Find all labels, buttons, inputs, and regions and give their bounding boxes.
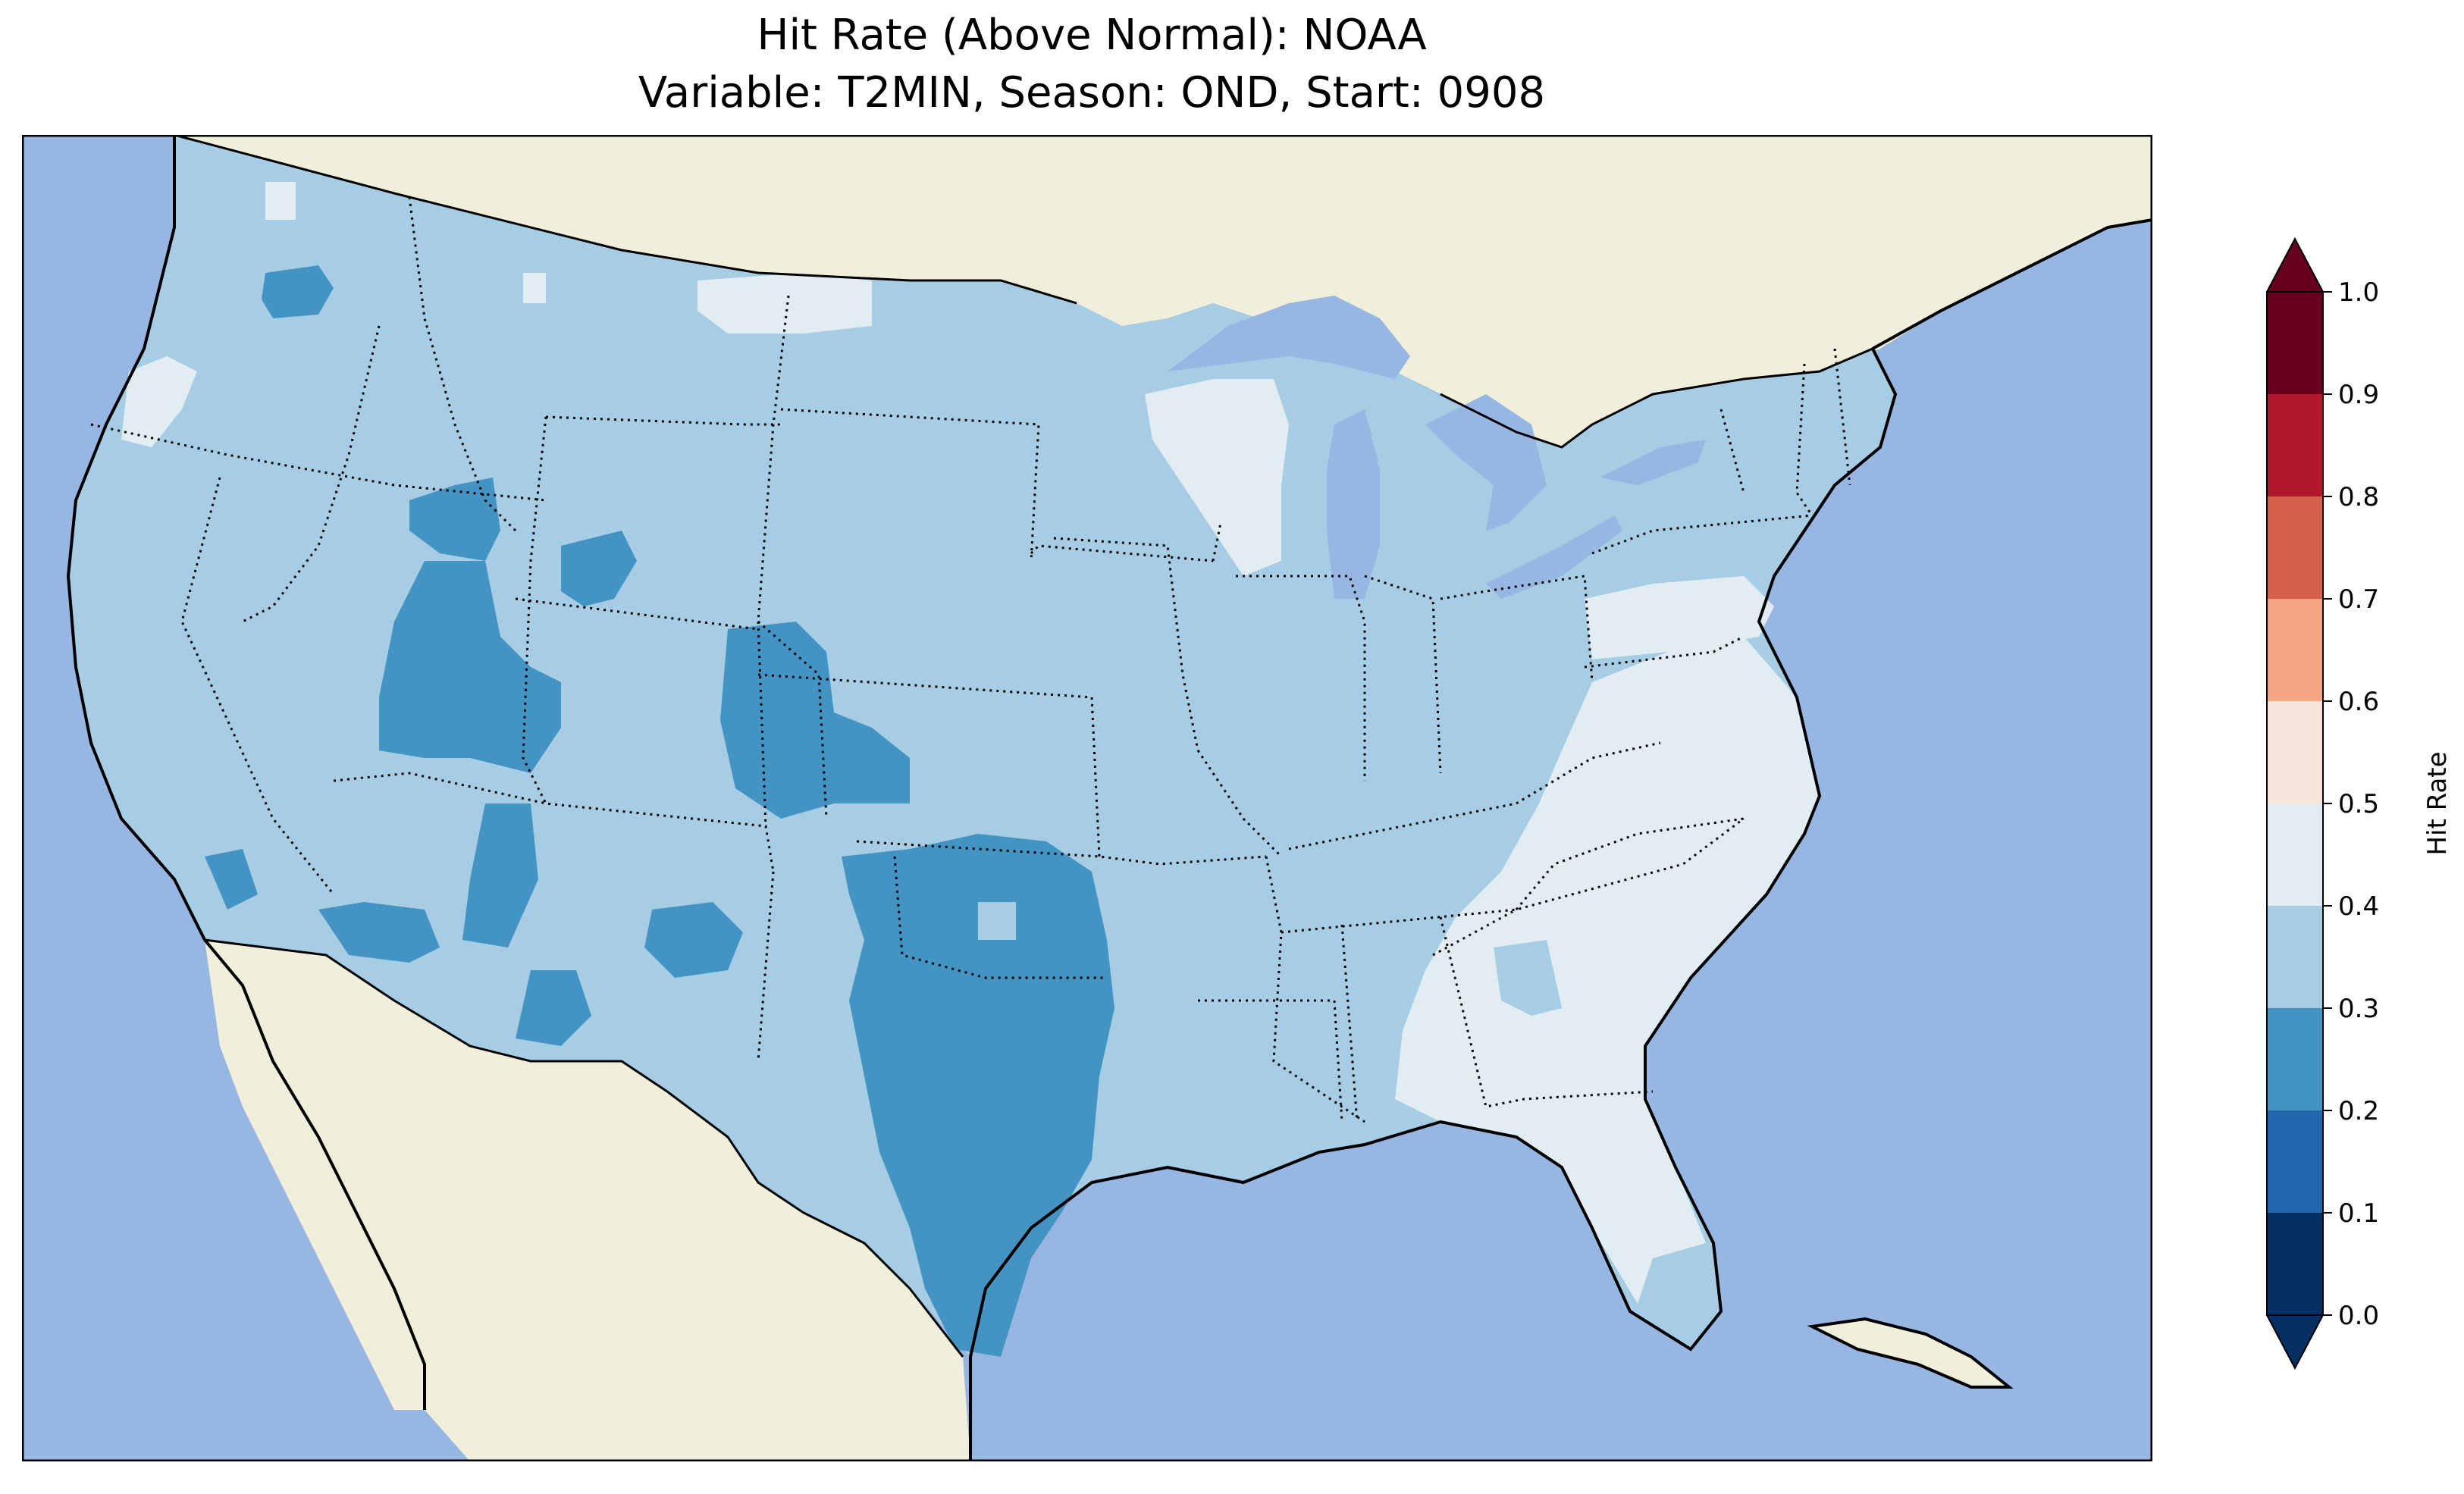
patch-arizona-2 xyxy=(462,803,538,947)
lake-superior xyxy=(1168,296,1410,379)
colorbar-tick-label: 1.0 xyxy=(2338,277,2379,308)
colorbar-extend-top xyxy=(2265,236,2324,293)
colorbar-tick-label: 0.8 xyxy=(2338,482,2379,512)
patch-arizona xyxy=(318,902,440,963)
country-borders xyxy=(174,135,1873,1358)
colorbar-tick-label: 0.3 xyxy=(2338,994,2379,1024)
patch-colorado xyxy=(720,622,910,819)
colorbar-bin xyxy=(2267,1213,2323,1315)
colorbar-bin xyxy=(2267,803,2323,906)
colorbar-bin xyxy=(2267,292,2323,394)
map-title-line-1: Hit Rate (Above Normal): NOAA xyxy=(757,11,1427,60)
state-borders xyxy=(90,196,1851,1123)
colorbar-bin xyxy=(2267,599,2323,701)
colorbar-bin xyxy=(2267,1008,2323,1110)
colorbar-tick-label: 0.6 xyxy=(2338,687,2379,717)
patch-florida-tip xyxy=(1653,1251,1721,1349)
colorbar-bin xyxy=(2267,701,2323,803)
patch-oregon xyxy=(121,356,197,447)
colorbar-tick-label: 0.0 xyxy=(2338,1301,2379,1331)
colorbar-tick-label: 0.4 xyxy=(2338,891,2379,922)
patch-oklahoma-hole xyxy=(978,902,1016,940)
colorbar-extend-bottom xyxy=(2265,1314,2324,1370)
cuba-land xyxy=(1812,1319,2009,1387)
lake-ontario xyxy=(1600,440,1706,485)
patch-new-mexico-south xyxy=(516,970,591,1046)
patch-wyoming xyxy=(561,531,637,606)
colorbar-label: Hit Rate xyxy=(2422,751,2453,855)
lake-michigan xyxy=(1327,409,1380,599)
patch-idaho xyxy=(409,478,500,561)
map-title-line-2: Variable: T2MIN, Season: OND, Start: 090… xyxy=(638,68,1546,117)
colorbar-ticks: 0.0 0.1 0.2 0.3 0.4 0.5 0.6 0.7 0.8 0.9 1.0 xyxy=(2323,277,2379,1331)
patch-washington xyxy=(262,265,334,318)
colorbar-bins xyxy=(2267,292,2323,1315)
patch-montana xyxy=(698,273,872,334)
coastlines xyxy=(66,135,2152,1461)
lake-huron xyxy=(1425,394,1547,531)
colorbar-tick-label: 0.9 xyxy=(2338,380,2379,410)
colorbar-tick-label: 0.5 xyxy=(2338,789,2379,819)
patch-utah-nevada xyxy=(379,561,561,773)
patch-southeast-hole xyxy=(1494,940,1562,1016)
patch-pennsylvania xyxy=(1585,576,1774,659)
patch-idaho-light xyxy=(523,273,546,303)
colorbar-bin xyxy=(2267,906,2323,1008)
colorbar-tick-label: 0.1 xyxy=(2338,1198,2379,1229)
patch-california xyxy=(205,849,258,910)
patch-washington-light xyxy=(265,182,296,220)
map-panel xyxy=(22,135,2152,1461)
colorbar-bin xyxy=(2267,1110,2323,1213)
patch-wisconsin xyxy=(1145,379,1289,576)
lake-erie xyxy=(1486,515,1622,599)
colorbar-tick-label: 0.7 xyxy=(2338,584,2379,615)
baja-california-land xyxy=(205,940,425,1410)
patch-texas-oklahoma xyxy=(842,834,1114,1357)
map-frame xyxy=(22,135,2152,1461)
colorbar-bin xyxy=(2267,496,2323,599)
colorbar-tick-label: 0.2 xyxy=(2338,1096,2379,1126)
patch-new-mexico xyxy=(644,902,743,978)
colorbar: 0.0 0.1 0.2 0.3 0.4 0.5 0.6 0.7 0.8 0.9 1.0 Hit Ra… xyxy=(2265,236,2453,1370)
colorbar-bin xyxy=(2267,394,2323,496)
canada-land xyxy=(174,135,2152,591)
patch-southeast xyxy=(1395,637,1820,1304)
